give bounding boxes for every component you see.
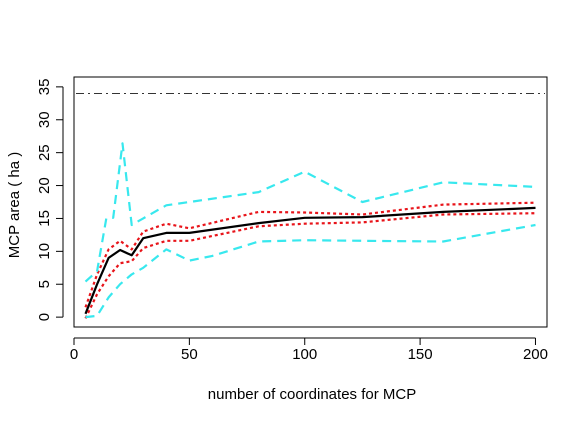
y-tick-label: 15 (36, 210, 53, 227)
series-line-upper-inner (84, 201, 536, 308)
y-tick-label: 10 (36, 243, 53, 260)
series-line-mean (84, 206, 536, 315)
x-tick-label: 0 (70, 346, 78, 363)
x-tick-label: 50 (181, 346, 198, 363)
series-layer (84, 142, 536, 319)
series-line-upper-outer (84, 142, 536, 283)
x-tick-label: 200 (523, 346, 548, 363)
x-tick-label: 150 (408, 346, 433, 363)
y-tick-label: 35 (36, 79, 53, 96)
axis-layer: 0 50 100 150 200 0 5 10 15 20 25 30 35 (36, 79, 548, 363)
y-tick-label: 0 (36, 313, 53, 321)
x-tick-label: 100 (292, 346, 317, 363)
series-line-lower-inner (84, 212, 536, 319)
x-axis-label: number of coordinates for MCP (208, 386, 416, 403)
y-tick-label: 5 (36, 280, 53, 288)
series-line-lower-outer (85, 223, 536, 319)
plot-frame (73, 76, 548, 328)
y-axis-label: MCP area ( ha ) (6, 152, 23, 258)
y-tick-label: 20 (36, 177, 53, 194)
y-tick-label: 25 (36, 144, 53, 161)
y-tick-label: 30 (36, 111, 53, 128)
